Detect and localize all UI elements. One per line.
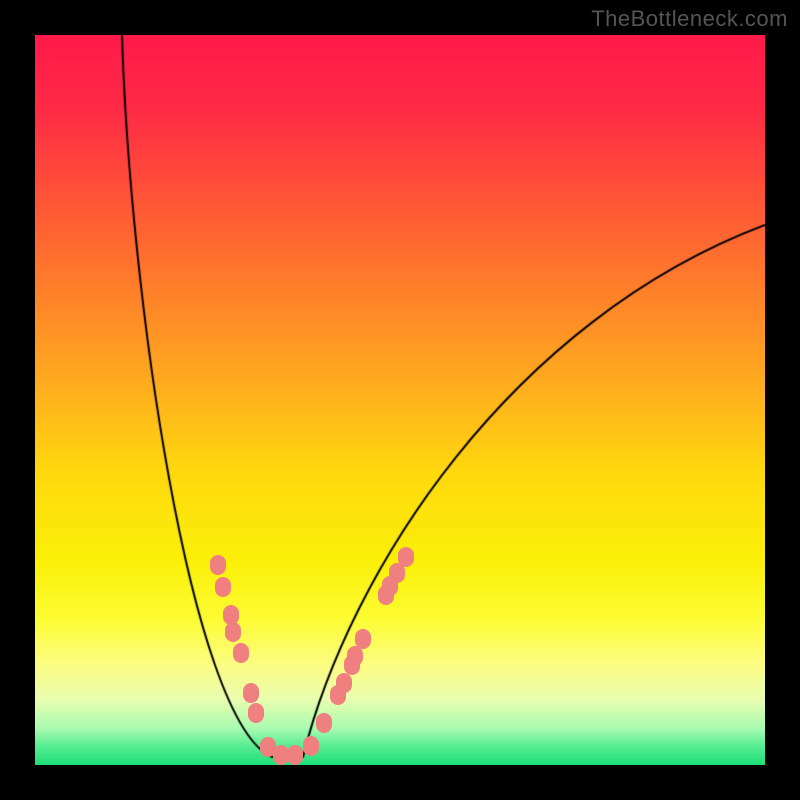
watermark-text: TheBottleneck.com (591, 6, 788, 32)
data-marker (243, 683, 259, 703)
data-marker (248, 703, 264, 723)
data-marker (336, 673, 352, 693)
data-marker (210, 555, 226, 575)
data-marker (303, 736, 319, 756)
bottleneck-curve (35, 35, 765, 765)
plot-area (35, 35, 765, 765)
data-marker (398, 547, 414, 567)
data-marker (316, 713, 332, 733)
data-marker (287, 745, 303, 765)
data-marker (233, 643, 249, 663)
data-marker (215, 577, 231, 597)
data-marker (355, 629, 371, 649)
data-marker (225, 622, 241, 642)
data-marker (347, 646, 363, 666)
